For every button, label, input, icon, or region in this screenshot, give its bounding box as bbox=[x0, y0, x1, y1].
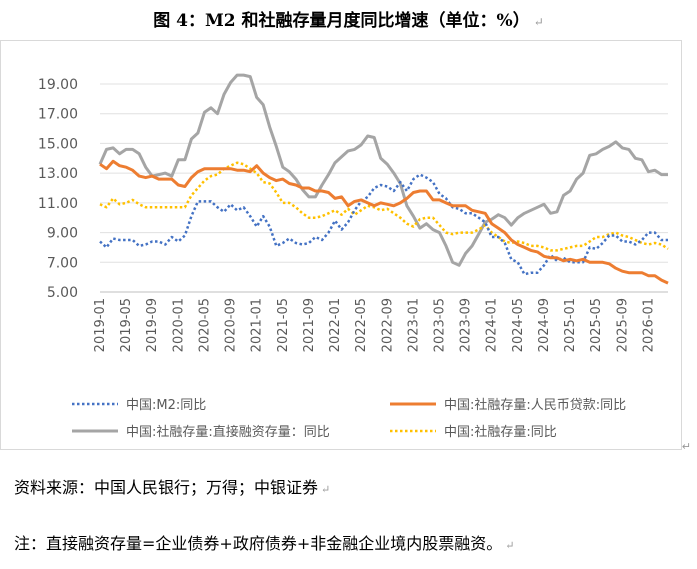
footnote: 注：直接融资存量=企业债券+政府债券+非金融企业境内股票融资。 ↵ bbox=[14, 530, 514, 554]
y-tick-label: 5.00 bbox=[47, 285, 78, 301]
x-tick-label: 2020-05 bbox=[197, 298, 212, 352]
x-tick-label: 2020-01 bbox=[171, 298, 186, 352]
x-tick-label: 2019-05 bbox=[119, 298, 134, 352]
source-note: 资料来源：中国人民银行；万得；中银证券 ↵ bbox=[14, 474, 330, 498]
source-note-text: 资料来源：中国人民银行；万得；中银证券 bbox=[14, 478, 319, 497]
x-tick-label: 2021-01 bbox=[250, 298, 265, 352]
x-tick-label: 2021-05 bbox=[276, 298, 291, 352]
legend-label: 中国:M2:同比 bbox=[126, 398, 206, 413]
legend-label: 中国:社融存量:直接融资存量：同比 bbox=[126, 424, 330, 440]
y-tick-label: 17.00 bbox=[38, 107, 78, 123]
x-tick-label: 2023-05 bbox=[432, 298, 447, 352]
line-chart: 19.00 17.00 15.00 13.00 11.00 9.00 7.00 5.00 201… bbox=[38, 73, 669, 440]
y-tick-label: 11.00 bbox=[38, 196, 78, 212]
x-tick-label: 2024-05 bbox=[511, 298, 526, 352]
footnote-text: 注：直接融资存量=企业债券+政府债券+非金融企业境内股票融资。 bbox=[14, 534, 503, 553]
y-tick-label: 9.00 bbox=[47, 226, 78, 242]
y-tick-label: 15.00 bbox=[38, 136, 78, 152]
series-line-0 bbox=[99, 173, 668, 276]
series-line-1 bbox=[99, 159, 669, 285]
paragraph-mark-icon: ↵ bbox=[681, 440, 691, 453]
series-line-3 bbox=[99, 161, 669, 252]
x-tick-label: 2025-01 bbox=[563, 298, 578, 352]
x-tick-label: 2024-01 bbox=[485, 298, 500, 352]
x-tick-label: 2020-09 bbox=[224, 298, 239, 352]
y-tick-label: 13.00 bbox=[38, 166, 78, 182]
x-tick-label: 2022-05 bbox=[354, 298, 369, 352]
x-tick-label: 2023-09 bbox=[459, 298, 474, 352]
paragraph-mark-icon: ↵ bbox=[321, 483, 331, 496]
y-tick-label: 19.00 bbox=[38, 77, 78, 93]
x-tick-label: 2019-09 bbox=[145, 298, 160, 352]
x-tick-label: 2025-09 bbox=[615, 298, 630, 352]
legend-label: 中国:社融存量:人民币贷款:同比 bbox=[444, 397, 626, 413]
series-line-2 bbox=[98, 73, 668, 267]
paragraph-mark-icon: ↵ bbox=[533, 15, 544, 29]
chart-frame bbox=[0, 40, 682, 450]
x-tick-label: 2019-01 bbox=[93, 298, 108, 352]
x-tick-label: 2026-01 bbox=[641, 298, 656, 352]
paragraph-mark-icon: ↵ bbox=[505, 539, 515, 552]
x-tick-label: 2022-09 bbox=[380, 298, 395, 352]
y-tick-label: 7.00 bbox=[47, 255, 78, 271]
figure-title: 图 4：M2 和社融存量月度同比增速（单位：%） ↵ bbox=[0, 6, 697, 31]
x-tick-label: 2021-09 bbox=[302, 298, 317, 352]
figure-title-text: 图 4：M2 和社融存量月度同比增速（单位：%） bbox=[153, 11, 530, 31]
legend-label: 中国:社融存量:同比 bbox=[444, 424, 557, 440]
x-tick-label: 2023-01 bbox=[406, 298, 421, 352]
x-tick-label: 2024-09 bbox=[537, 298, 552, 352]
x-tick-label: 2022-01 bbox=[328, 298, 343, 352]
x-tick-label: 2025-05 bbox=[589, 298, 604, 352]
